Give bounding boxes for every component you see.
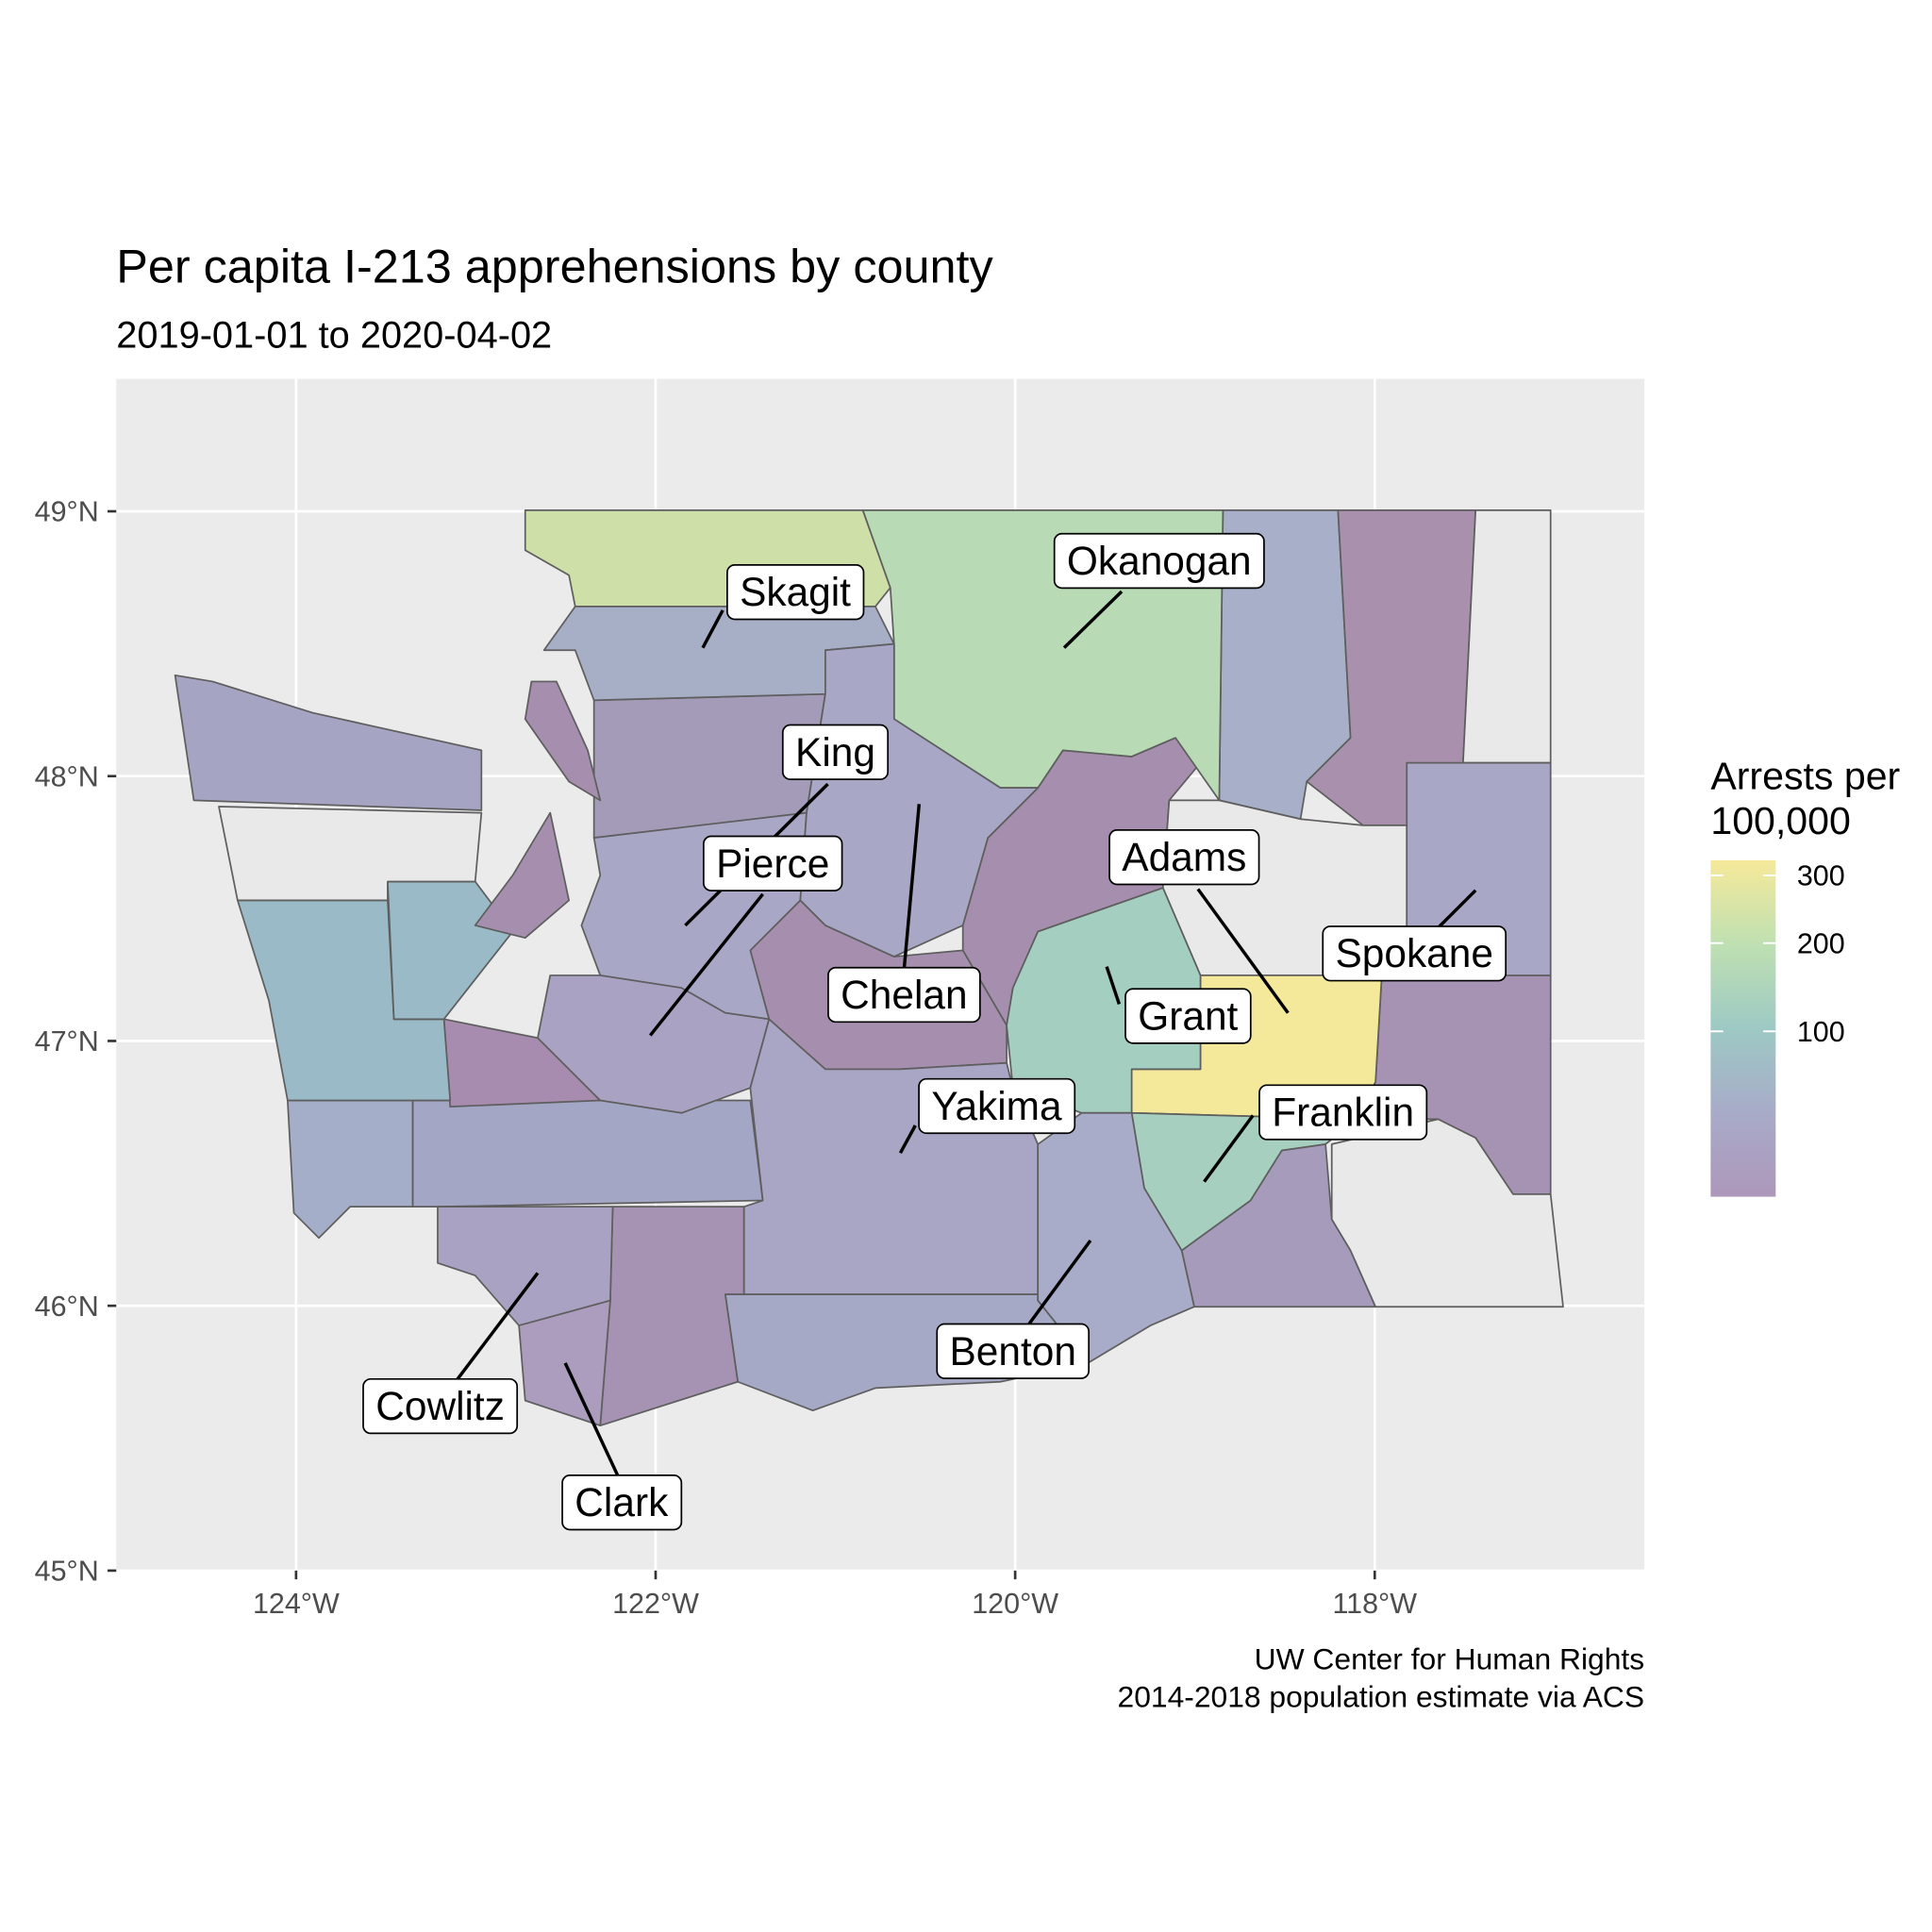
county-labels: Skagit Okanogan King Pierce Chelan Adams… [362, 532, 1507, 1531]
county-label: King [684, 724, 890, 927]
county-name: Franklin [1272, 1091, 1414, 1135]
x-tick-label: 124°W [253, 1588, 340, 1620]
leader-line [1203, 1114, 1255, 1183]
y-tick-label: 49°N [35, 496, 99, 528]
legend-title: Arrests per [1710, 754, 1900, 797]
leader-line [701, 609, 724, 649]
leader-line [1196, 888, 1290, 1014]
y-tick-label: 46°N [35, 1291, 99, 1323]
county [474, 811, 570, 940]
label-box [726, 564, 865, 621]
county-name: King [795, 730, 875, 774]
county-name: Grant [1138, 994, 1238, 1039]
label-box [781, 724, 890, 781]
leader-line [1105, 966, 1122, 1005]
leader-line [1026, 1239, 1092, 1327]
county [518, 1299, 611, 1427]
chart-subtitle: 2019-01-01 to 2020-04-02 [116, 315, 552, 357]
y-tick-label: 45°N [35, 1556, 99, 1588]
caption: 2014-2018 population estimate via ACS [1118, 1679, 1645, 1713]
label-box [362, 1377, 519, 1435]
county [218, 806, 483, 902]
legend-tick-label: 100 [1797, 1016, 1845, 1048]
county [524, 680, 602, 802]
county-label: Franklin [1203, 1084, 1428, 1183]
county-label: Cowlitz [362, 1272, 540, 1435]
label-box [827, 966, 981, 1024]
county-label: Clark [561, 1362, 683, 1531]
county [537, 974, 771, 1114]
x-tick-label: 122°W [612, 1588, 699, 1620]
leader-line [455, 1272, 540, 1382]
county [1462, 508, 1552, 764]
legend: 100 200 300 [1710, 860, 1845, 1048]
county-name: Adams [1122, 835, 1246, 879]
county-label: Skagit [701, 564, 865, 649]
legend-colorbar [1710, 859, 1776, 1197]
label-box [1053, 532, 1265, 590]
county-label: Chelan [827, 804, 981, 1024]
county-label: Adams [1108, 829, 1290, 1014]
county-name: Okanogan [1067, 539, 1252, 583]
x-tick-label: 118°W [1332, 1588, 1417, 1620]
county-name: Skagit [740, 570, 851, 614]
county-name: Cowlitz [375, 1384, 505, 1428]
county-label: Benton [936, 1239, 1092, 1379]
label-box [1124, 988, 1252, 1044]
county-name: Yakima [931, 1084, 1062, 1128]
county-name: Clark [575, 1480, 669, 1524]
caption: UW Center for Human Rights [1255, 1642, 1644, 1676]
legend-tick-label: 300 [1797, 860, 1845, 892]
county-name: Benton [950, 1329, 1076, 1374]
label-box [1108, 829, 1260, 886]
leader-line [902, 804, 922, 970]
label-box [936, 1323, 1091, 1379]
leader-line [898, 1124, 917, 1154]
county-label: Grant [1105, 966, 1252, 1044]
legend-title: 100,000 [1710, 799, 1851, 842]
label-box [561, 1474, 683, 1531]
county [174, 674, 483, 811]
x-tick-label: 120°W [972, 1588, 1058, 1620]
y-tick-label: 48°N [35, 760, 99, 792]
county [1330, 1118, 1564, 1308]
county [411, 1099, 764, 1208]
county-label: Pierce [648, 835, 843, 1037]
legend-tick-label: 200 [1797, 927, 1845, 959]
leader-line [1062, 590, 1124, 649]
label-box [1322, 925, 1507, 982]
county-label: Yakima [898, 1077, 1076, 1154]
leader-line [563, 1362, 620, 1476]
county-label: Okanogan [1053, 532, 1265, 649]
axes: 124°W 122°W 120°W 118°W 45°N 46°N 47°N 48°N 49°N [35, 496, 1418, 1620]
label-box [702, 835, 843, 891]
y-tick-label: 47°N [35, 1025, 99, 1058]
label-box [918, 1077, 1076, 1135]
county-name: Spokane [1336, 931, 1493, 975]
county-name: Chelan [841, 973, 967, 1017]
county-name: Pierce [716, 841, 829, 886]
label-box [1258, 1084, 1428, 1141]
chart-title: Per capita I-213 apprehensions by county [116, 240, 993, 293]
county-label: Spokane [1322, 889, 1507, 982]
county [799, 642, 1040, 958]
leader-line [1437, 889, 1477, 929]
map [174, 508, 1564, 1427]
leader-line [648, 892, 764, 1037]
